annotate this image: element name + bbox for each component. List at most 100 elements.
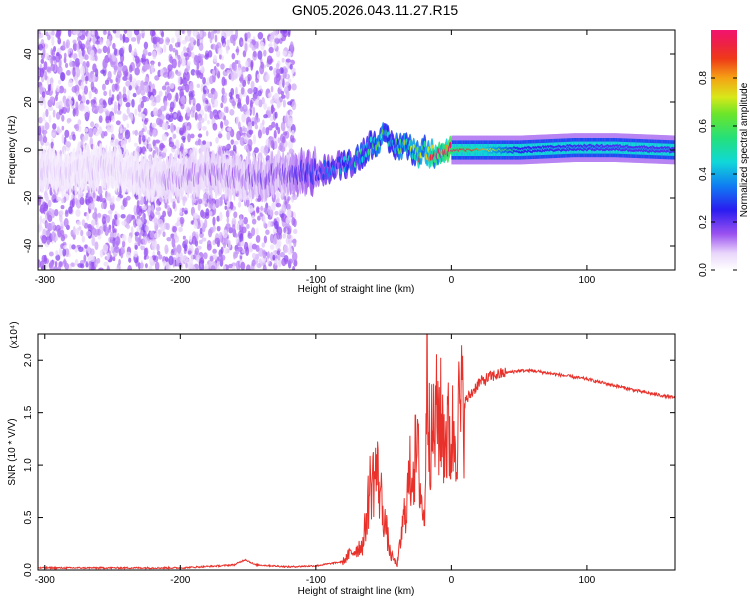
spectrogram-noise-cell: [80, 229, 84, 237]
spectrogram-noise-cell: [189, 148, 193, 157]
spectrogram-noise-cell: [222, 95, 228, 104]
spectrogram-noise-cell: [273, 140, 278, 150]
spectrogram-noise-cell: [167, 204, 171, 212]
spectrogram-noise-cell: [286, 196, 291, 201]
spectrogram-noise-cell: [209, 255, 214, 262]
spectrogram-noise-cell: [190, 110, 194, 118]
spectrogram-noise-cell: [121, 220, 127, 226]
spectrogram-noise-cell: [122, 197, 128, 208]
spectrogram-noise-cell: [41, 129, 48, 135]
spectrogram-noise-cell: [104, 226, 109, 237]
spectrogram-noise-cell: [38, 125, 42, 136]
spectrogram-noise-cell: [144, 60, 148, 70]
spectrogram-noise-cell: [161, 85, 167, 91]
spectrogram-ridge-core: [361, 156, 364, 163]
spectrogram-noise-cell: [203, 89, 207, 95]
spectrogram-noise-cell: [265, 73, 270, 81]
spectrogram-noise-cell: [263, 49, 267, 57]
spectrogram-noise-cell: [155, 94, 161, 103]
spectrogram-noise-cell: [57, 264, 62, 270]
snr-y-tick-label: 1.0: [23, 458, 34, 472]
spectrogram-noise-cell: [38, 226, 43, 231]
spectrogram-x-ticks: -300 -200 -100 0 100: [35, 30, 596, 286]
spectrogram-noise-cell: [66, 118, 71, 124]
spectrogram-noise-cell: [138, 208, 142, 217]
spectrogram-noise-cell: [45, 230, 51, 237]
spectrogram-noise-cell: [187, 61, 191, 66]
spectrogram-noise-cell: [61, 134, 65, 144]
spectrogram-noise-cell: [212, 69, 216, 76]
spectrogram-noise-cell: [216, 30, 221, 34]
spectrogram-noise-cell: [203, 143, 207, 153]
spectrogram-noise-cell: [134, 108, 138, 116]
spectrogram-noise-cell: [138, 134, 142, 145]
spectrogram-noise-cell: [46, 76, 50, 86]
spectrogram-noise-cell: [113, 64, 118, 73]
spectrogram-noise-cell: [223, 119, 229, 127]
spectrogram-y-ticks: -40 -20 0 20 40: [23, 48, 675, 253]
spectrogram-ridge-core: [322, 173, 325, 181]
spectrogram-noise-cell: [191, 52, 195, 59]
spectrogram-noise-cell: [247, 121, 253, 132]
spectrogram-noise-cell: [162, 231, 166, 238]
spectrogram-noise-cell: [106, 265, 110, 270]
spectrogram-noise-cell: [46, 212, 50, 220]
spectrogram-noise-cell: [201, 125, 207, 131]
spectrogram-noise-cell: [202, 140, 207, 145]
spectrogram-noise-cell: [155, 36, 161, 43]
spectrogram-noise-cell: [107, 70, 112, 80]
spectrogram-noise-cell: [164, 244, 169, 255]
spectrogram-noise-cell: [84, 132, 89, 141]
spectrogram-noise-cell: [180, 95, 186, 105]
spectrogram-ridge-core: [338, 156, 341, 163]
spectrogram-noise-cell: [63, 218, 69, 228]
spectrogram-noise-cell: [265, 229, 270, 235]
spectrogram-noise-cell: [77, 119, 82, 126]
snr-y-tick-label: 1.5: [23, 405, 34, 419]
spectrogram-noise-cell: [126, 123, 130, 129]
spectrogram-noise-cell: [143, 41, 149, 50]
spectrogram-noise-cell: [237, 201, 242, 208]
spectrogram-noise-cell: [239, 137, 246, 146]
spectrogram-noise-cell: [255, 234, 261, 243]
spectrogram-noise-cell: [280, 121, 286, 132]
spectrogram-noise-cell: [268, 124, 273, 131]
spectrogram-noise-cell: [220, 102, 224, 109]
spectrogram-noise-cell: [51, 49, 56, 57]
spectrogram-noise-cell: [230, 34, 235, 44]
spectrogram-noise-cell: [150, 95, 154, 103]
spectrogram-noise-cell: [254, 147, 259, 154]
snr-y-ticks: 0.0 0.5 1.0 1.5 2.0: [23, 353, 675, 577]
spectrogram-noise-cell: [266, 258, 270, 265]
spectrogram-noise-cell: [276, 239, 282, 248]
spectrogram-noise-cell: [232, 224, 236, 231]
colorbar-tick-label: 0.4: [698, 167, 709, 181]
spectrogram-noise-cell: [128, 257, 132, 263]
spectrogram-noise-cell: [55, 250, 59, 256]
spectrogram-noise-cell: [288, 225, 292, 234]
snr-x-tick-label: 100: [579, 575, 596, 586]
spectrogram-noise-cell: [282, 233, 287, 239]
spectrogram-noise-cell: [111, 83, 116, 93]
spectrogram-noise-cell: [123, 36, 130, 43]
spectrogram-noise-cell: [255, 244, 260, 252]
spectrogram-noise-cell: [184, 83, 190, 93]
spectrogram-noise-cell: [87, 31, 91, 41]
spectrogram-noise-cell: [181, 30, 185, 35]
spectrogram-noise-cell: [133, 142, 138, 147]
spectrogram-noise-cell: [151, 204, 155, 212]
spectrogram-noise-cell: [274, 38, 281, 44]
spectrogram-noise-cell: [98, 267, 104, 270]
spectrogram-noise-cell: [182, 196, 186, 207]
spectrogram-noise-cell: [123, 30, 128, 34]
spectrogram-noise-cell: [271, 202, 276, 211]
spectrogram-noise-cell: [152, 88, 157, 96]
spectrogram-noise-cell: [251, 218, 257, 225]
spectrogram-noise-cell: [240, 241, 245, 247]
spectrogram-noise-cell: [75, 209, 81, 217]
spectrogram-noise-cell: [179, 252, 184, 262]
spectrogram-noise-cell: [75, 76, 78, 85]
spectrogram-noise-cell: [127, 265, 132, 270]
spectrogram-noise-cell: [194, 111, 198, 121]
spectrogram-noise-cell: [184, 210, 188, 215]
